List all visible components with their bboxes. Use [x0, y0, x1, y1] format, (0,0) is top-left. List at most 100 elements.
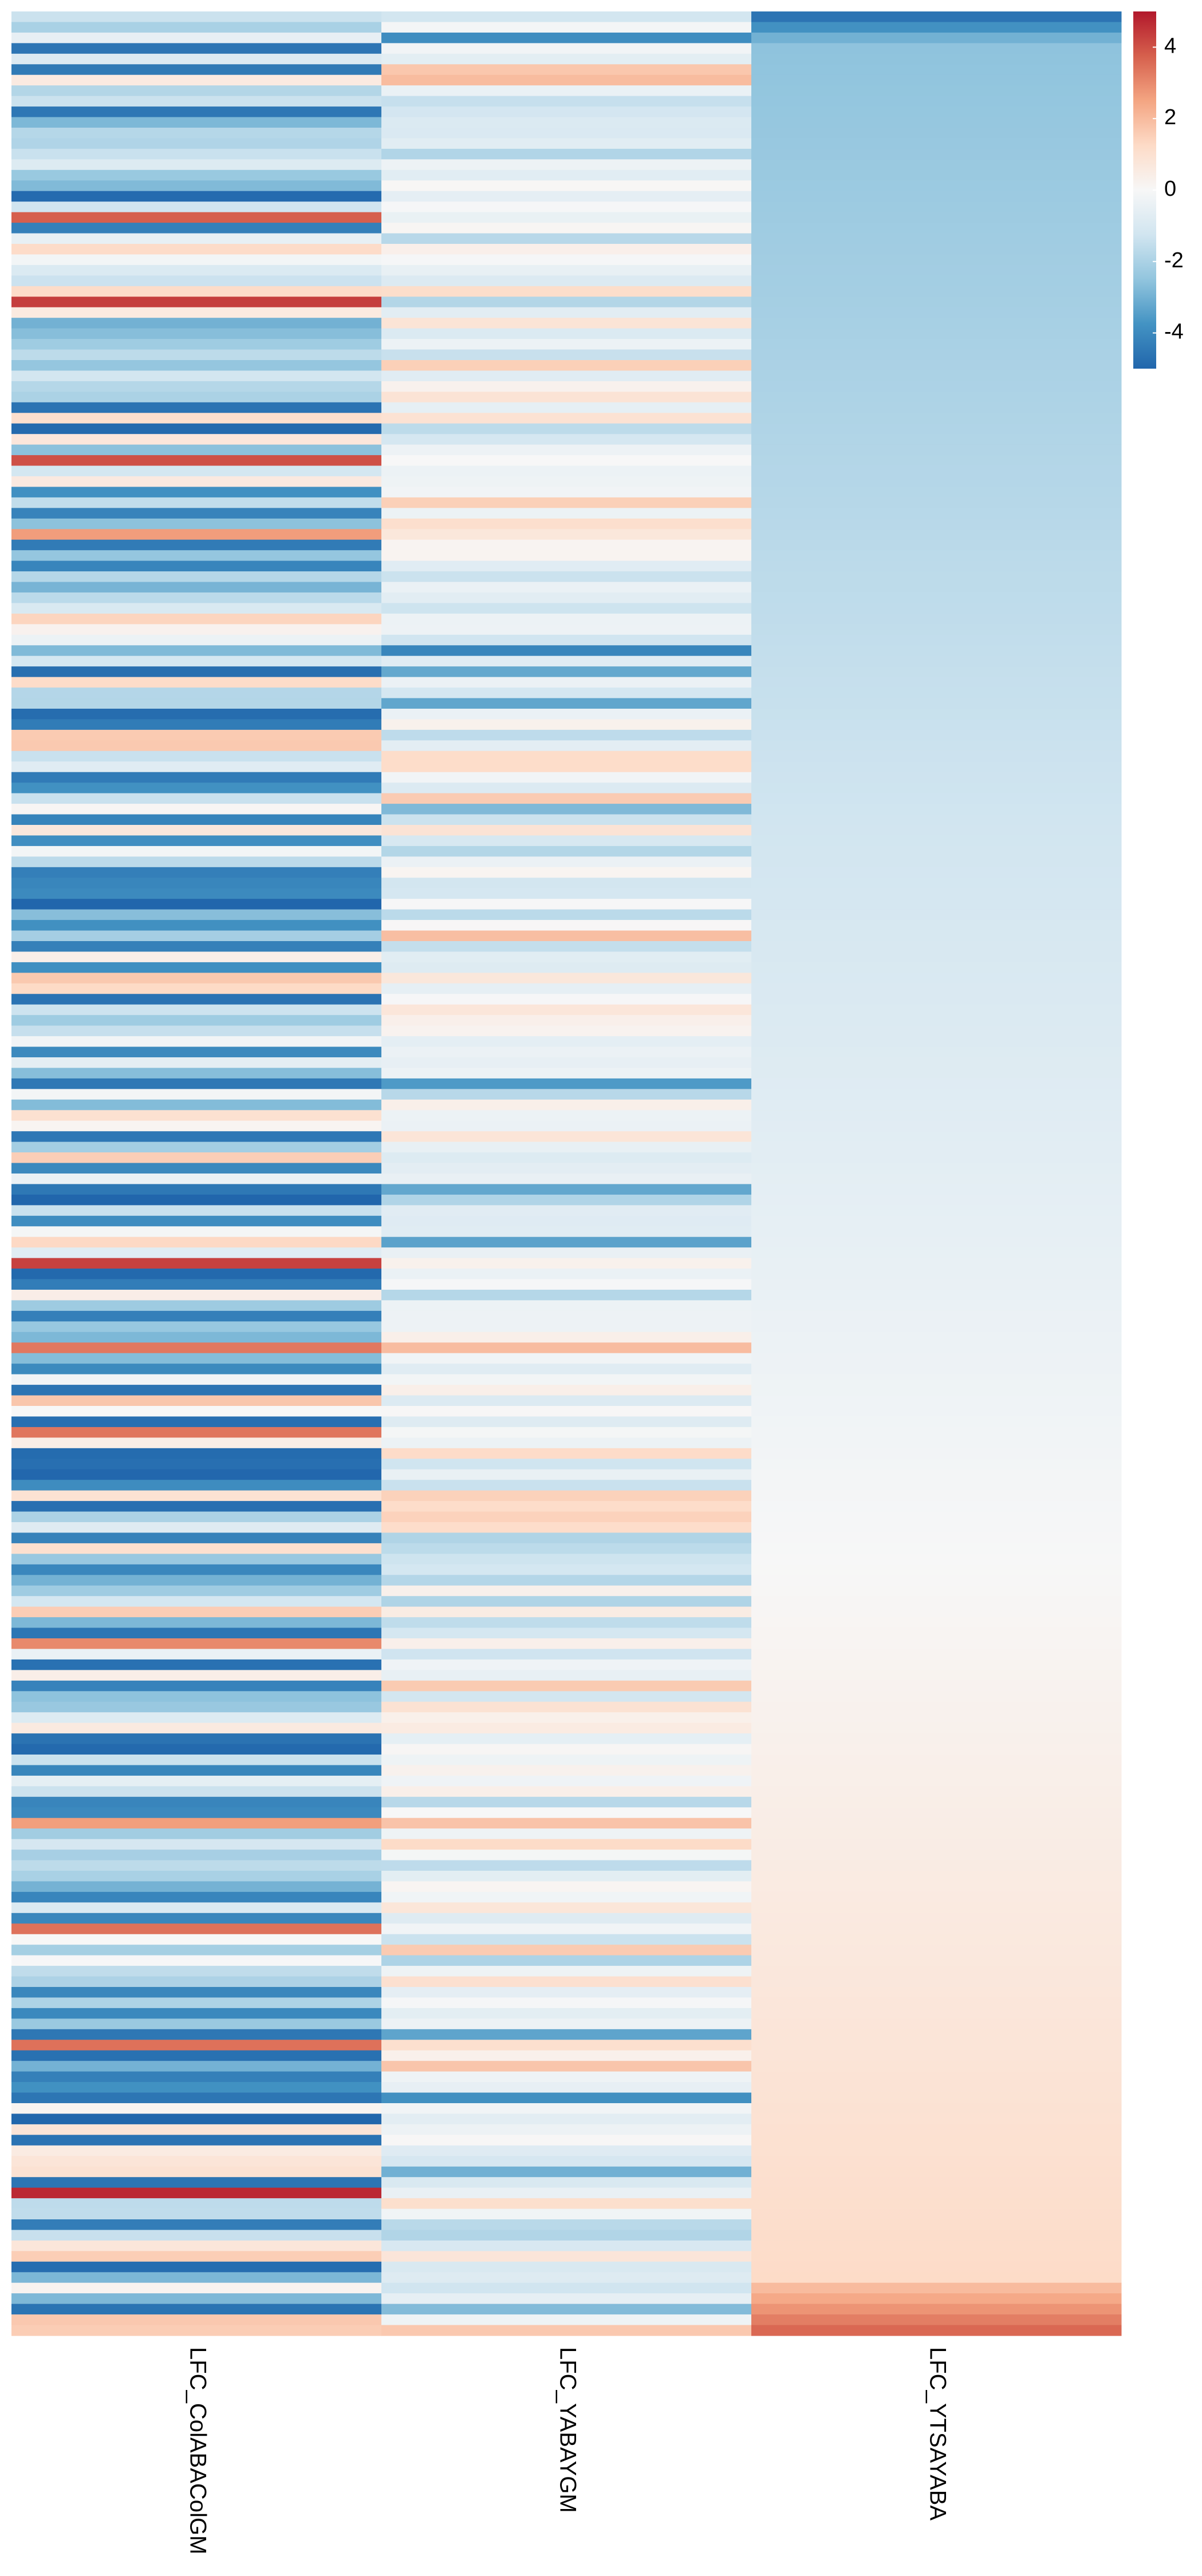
heatmap-cell — [751, 1923, 1122, 1935]
heatmap-cell — [381, 180, 752, 192]
heatmap-cell — [11, 2282, 382, 2294]
heatmap-cell — [381, 2040, 752, 2051]
heatmap-cell — [751, 1015, 1122, 1026]
heatmap-cell — [751, 1321, 1122, 1333]
heatmap-cell — [381, 2177, 752, 2188]
heatmap-cell — [11, 1004, 382, 1016]
heatmap-cell — [11, 1860, 382, 1871]
heatmap-cell — [751, 1174, 1122, 1185]
heatmap-cell — [751, 191, 1122, 202]
heatmap-cell — [11, 148, 382, 160]
heatmap-cell — [751, 1850, 1122, 1861]
heatmap-cell — [11, 1459, 382, 1470]
heatmap-cell — [751, 1131, 1122, 1143]
heatmap-cell — [11, 1279, 382, 1290]
heatmap-cell — [11, 286, 382, 297]
heatmap-cell — [381, 53, 752, 65]
column-label: LFC_YTSAYABA — [925, 2347, 950, 2520]
heatmap-cell — [751, 1406, 1122, 1417]
heatmap-cell — [11, 1670, 382, 1681]
heatmap-cell — [11, 1828, 382, 1840]
heatmap-cell — [381, 846, 752, 857]
heatmap-cell — [381, 402, 752, 413]
heatmap-cell — [11, 1881, 382, 1893]
heatmap-cell — [11, 1258, 382, 1269]
heatmap-cell — [751, 423, 1122, 434]
heatmap-cell — [381, 1522, 752, 1534]
heatmap-cell — [381, 2240, 752, 2251]
heatmap-cell — [11, 2325, 382, 2336]
heatmap-cell — [381, 244, 752, 255]
heatmap-cell — [381, 1036, 752, 1048]
heatmap-cell — [381, 1046, 752, 1058]
heatmap-cell — [751, 1110, 1122, 1121]
heatmap-cell — [381, 804, 752, 815]
heatmap-cell — [11, 307, 382, 318]
heatmap-cell — [381, 2293, 752, 2305]
heatmap-cell — [11, 1680, 382, 1692]
heatmap-cell — [381, 465, 752, 477]
heatmap-cell — [11, 2029, 382, 2040]
colorbar-tick-label: 2 — [1164, 105, 1176, 129]
heatmap-cell — [751, 655, 1122, 667]
heatmap-cell — [381, 202, 752, 213]
heatmap-cell — [11, 2208, 382, 2220]
heatmap-cell — [11, 1701, 382, 1713]
heatmap-cell — [11, 2198, 382, 2210]
heatmap-cell — [381, 117, 752, 128]
heatmap-cell — [751, 1955, 1122, 1966]
heatmap-cell — [381, 1459, 752, 1470]
heatmap-cell — [11, 85, 382, 97]
heatmap-cell — [751, 2145, 1122, 2156]
heatmap-cell — [381, 1321, 752, 1333]
heatmap-cell — [751, 624, 1122, 635]
heatmap-cell — [11, 254, 382, 266]
heatmap-cell — [381, 1480, 752, 1491]
heatmap-cell — [11, 825, 382, 836]
heatmap-cell — [381, 1839, 752, 1850]
heatmap-cell — [381, 1744, 752, 1755]
heatmap-cell — [11, 2145, 382, 2156]
heatmap-cell — [11, 1015, 382, 1026]
heatmap-cell — [381, 1765, 752, 1776]
heatmap-cell — [381, 1564, 752, 1575]
heatmap-cell — [11, 814, 382, 825]
heatmap-cell — [11, 709, 382, 720]
heatmap-cell — [11, 2251, 382, 2262]
heatmap-cell — [11, 666, 382, 678]
heatmap-cell — [751, 254, 1122, 266]
heatmap-cell — [11, 2124, 382, 2135]
heatmap-cell — [381, 2314, 752, 2326]
heatmap-cell — [381, 2092, 752, 2104]
heatmap-cell — [11, 1575, 382, 1586]
heatmap-cell — [751, 2261, 1122, 2273]
heatmap-cell — [11, 962, 382, 973]
heatmap-cell — [751, 2282, 1122, 2294]
heatmap-cell — [751, 64, 1122, 76]
heatmap-cell — [11, 582, 382, 593]
heatmap-cell — [11, 1722, 382, 1734]
heatmap-cell — [751, 434, 1122, 445]
heatmap-cell — [11, 1078, 382, 1089]
heatmap-cell — [381, 698, 752, 709]
heatmap-cell — [751, 1089, 1122, 1100]
heatmap-cell — [11, 476, 382, 488]
heatmap-cell — [381, 32, 752, 44]
heatmap-cell — [751, 1490, 1122, 1502]
heatmap-cell — [381, 1310, 752, 1322]
heatmap-cell — [11, 2135, 382, 2146]
heatmap-cell — [11, 1205, 382, 1216]
heatmap-cell — [381, 2187, 752, 2199]
heatmap-cell — [751, 1448, 1122, 1459]
heatmap-cell — [381, 434, 752, 445]
heatmap-cell — [11, 1395, 382, 1406]
heatmap-cell — [381, 709, 752, 720]
heatmap-cell — [11, 2008, 382, 2019]
heatmap-cell — [11, 64, 382, 76]
heatmap-cell — [751, 1025, 1122, 1037]
heatmap-cell — [381, 814, 752, 825]
heatmap-cell — [11, 1469, 382, 1480]
heatmap-cell — [751, 2187, 1122, 2199]
heatmap-cell — [381, 941, 752, 953]
